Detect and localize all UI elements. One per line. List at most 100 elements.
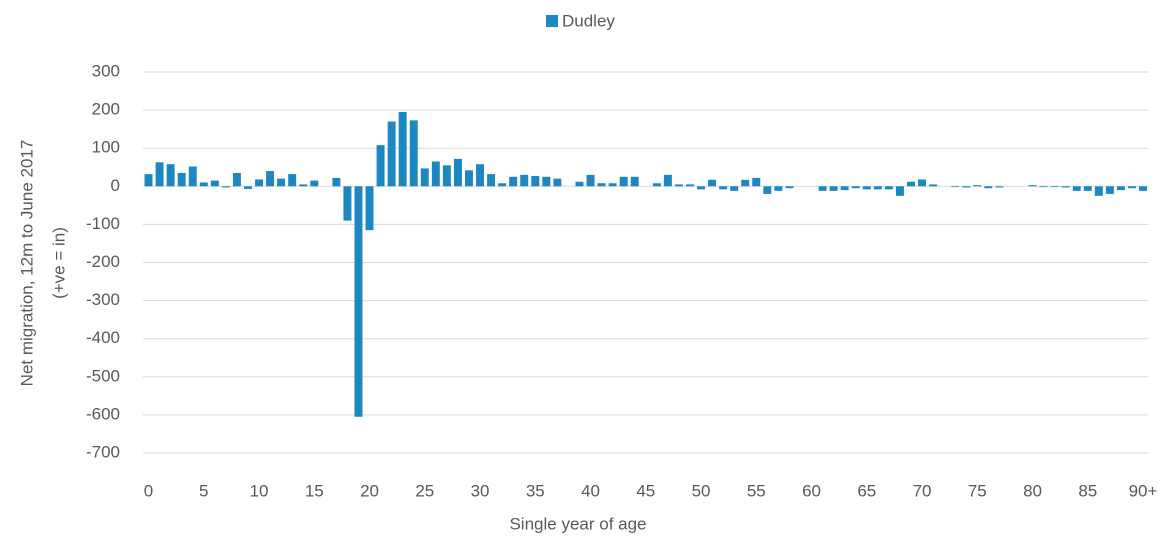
bar xyxy=(387,121,396,187)
bar xyxy=(1050,186,1059,188)
bar xyxy=(464,170,473,187)
y-tick-label: -400 xyxy=(86,328,120,347)
bar xyxy=(884,186,893,190)
bar xyxy=(487,174,496,187)
bar xyxy=(343,186,352,221)
bar xyxy=(895,186,904,196)
bar xyxy=(741,179,750,187)
bar xyxy=(785,186,794,189)
bar xyxy=(1116,186,1125,191)
y-tick-label: 100 xyxy=(92,138,120,157)
bar xyxy=(531,176,540,187)
x-tick-label: 40 xyxy=(581,481,600,500)
bar xyxy=(663,174,672,187)
bar xyxy=(277,178,286,187)
bar xyxy=(630,176,639,187)
bar xyxy=(144,174,153,187)
bar xyxy=(906,181,915,187)
bar xyxy=(608,183,617,187)
bar xyxy=(1105,186,1114,194)
bar xyxy=(553,178,562,187)
bar xyxy=(719,186,728,190)
x-tick-label: 80 xyxy=(1023,481,1042,500)
bar xyxy=(177,172,186,187)
bar xyxy=(498,183,507,187)
bar xyxy=(1028,185,1037,187)
bar xyxy=(818,186,827,191)
x-tick-label: 25 xyxy=(415,481,434,500)
bar xyxy=(951,186,960,188)
bar xyxy=(685,184,694,187)
bar xyxy=(520,174,529,187)
bar xyxy=(243,186,252,189)
bar xyxy=(354,186,363,417)
x-tick-label: 0 xyxy=(144,481,153,500)
bar xyxy=(509,176,518,187)
bar xyxy=(1061,186,1070,188)
bar xyxy=(918,179,927,187)
bar xyxy=(774,186,783,191)
bar xyxy=(376,145,385,187)
x-tick-label: 55 xyxy=(747,481,766,500)
bar xyxy=(708,179,717,187)
bar xyxy=(266,171,275,187)
bar xyxy=(542,176,551,187)
x-tick-label: 60 xyxy=(802,481,821,500)
x-tick-label: 70 xyxy=(913,481,932,500)
x-tick-label: 15 xyxy=(305,481,324,500)
x-tick-label: 90+ xyxy=(1129,481,1158,500)
bar xyxy=(929,184,938,187)
y-tick-label: 0 xyxy=(111,176,120,195)
bar xyxy=(697,186,706,190)
bar xyxy=(299,184,308,187)
bar xyxy=(1127,186,1136,189)
bar xyxy=(332,177,341,187)
x-tick-label: 20 xyxy=(360,481,379,500)
bar xyxy=(431,161,440,187)
y-tick-label: -600 xyxy=(86,404,120,423)
y-tick-label: -300 xyxy=(86,290,120,309)
y-axis-title: Net migration, 12m to June 2017 xyxy=(17,140,36,387)
bar xyxy=(873,186,882,190)
y-tick-label: 200 xyxy=(92,100,120,119)
x-tick-label: 45 xyxy=(636,481,655,500)
x-axis-title: Single year of age xyxy=(509,514,646,533)
bar xyxy=(674,184,683,187)
x-tick-label: 85 xyxy=(1078,481,1097,500)
bar xyxy=(365,186,374,231)
y-tick-label: -700 xyxy=(86,442,120,461)
x-tick-label: 35 xyxy=(526,481,545,500)
bar xyxy=(851,186,860,189)
y-tick-label: 300 xyxy=(92,61,120,80)
bar xyxy=(840,186,849,191)
bar xyxy=(310,180,319,187)
bar xyxy=(984,186,993,189)
bar xyxy=(221,186,230,188)
y-tick-label: -200 xyxy=(86,252,120,271)
bar xyxy=(210,180,219,187)
bar xyxy=(188,166,197,187)
bar xyxy=(995,186,1004,188)
y-axis-title: (+ve = in) xyxy=(49,227,68,299)
y-tick-label: -500 xyxy=(86,366,120,385)
bar xyxy=(476,164,485,187)
bar xyxy=(288,174,297,187)
bar xyxy=(255,179,264,187)
x-tick-label: 75 xyxy=(968,481,987,500)
bar xyxy=(166,164,175,187)
bar xyxy=(962,186,971,188)
bar xyxy=(1039,186,1048,188)
bar xyxy=(597,183,606,187)
bar xyxy=(1072,186,1081,191)
bar xyxy=(409,120,418,187)
bar xyxy=(763,186,772,194)
x-tick-label: 65 xyxy=(857,481,876,500)
bar xyxy=(398,112,407,187)
bar xyxy=(752,177,761,187)
bar xyxy=(199,182,208,187)
bar xyxy=(1139,186,1148,191)
bar xyxy=(619,176,628,187)
bar xyxy=(1083,186,1092,191)
legend-swatch xyxy=(546,15,558,27)
